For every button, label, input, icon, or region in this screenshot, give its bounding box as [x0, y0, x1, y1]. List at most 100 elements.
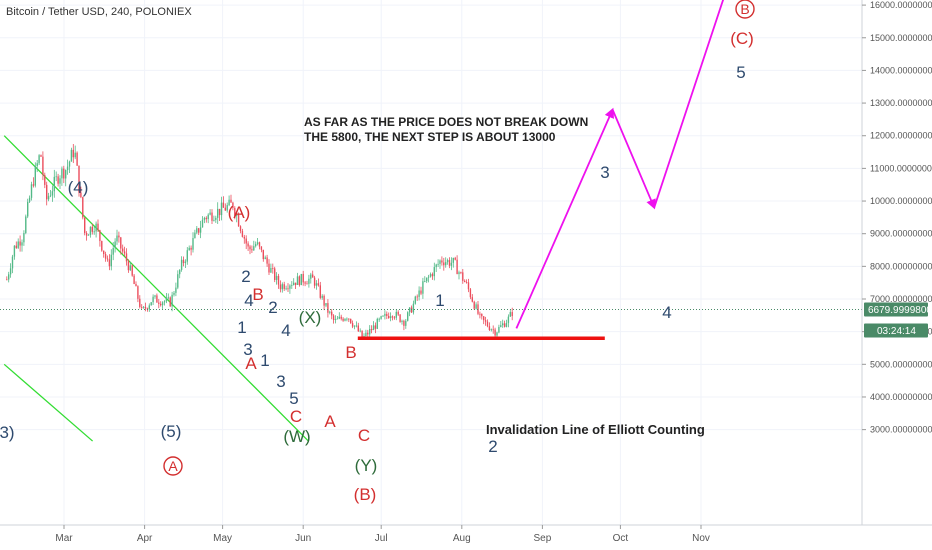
candle-body [205, 217, 207, 220]
last-price-tag: 6679.99998009 [864, 302, 932, 317]
wave-label: 1 [260, 351, 269, 370]
wave-label: A [245, 354, 257, 373]
candle-body [247, 243, 249, 247]
circled-label: B [740, 1, 749, 17]
candle-body [350, 318, 352, 324]
candle-body [505, 322, 508, 327]
candle-body [334, 319, 337, 320]
candle-body [55, 176, 57, 178]
candle-body [264, 257, 266, 260]
candle-body [256, 242, 259, 245]
candle-body [28, 197, 31, 202]
time-tick-label: May [213, 533, 232, 544]
channel-lower-line[interactable] [3, 363, 94, 442]
candle-body [220, 202, 223, 216]
candle-body [355, 325, 358, 327]
candle-body [331, 311, 333, 316]
wave-label: C [358, 426, 370, 445]
projection-segment[interactable] [515, 107, 614, 329]
candle-body [361, 330, 363, 338]
time-tick-label: Mar [55, 533, 73, 544]
candle-body [456, 259, 458, 275]
candle-body [507, 316, 510, 323]
wave-label: (X) [299, 308, 322, 327]
candle-body [97, 223, 99, 231]
candle-body [36, 163, 38, 167]
candle-body [104, 254, 107, 259]
countdown-tag: 03:24:14 [864, 323, 928, 338]
candle-body [464, 280, 466, 283]
price-tick-label: 12000.00000000 [870, 131, 932, 141]
candle-body [285, 288, 287, 290]
candle-body [74, 152, 76, 158]
price-tick-label: 7000.00000000 [870, 294, 932, 304]
candle-body [382, 315, 384, 317]
candle-body [42, 156, 44, 176]
candle-body [471, 297, 473, 302]
projection-segment[interactable] [611, 109, 656, 210]
candle-body [222, 202, 225, 208]
candle-body [306, 283, 308, 285]
candle-body [146, 308, 149, 310]
circled-label-ring [735, 0, 755, 19]
candle-body [251, 249, 253, 251]
candle-body [454, 257, 456, 260]
candle-body [232, 202, 234, 208]
candle-body [152, 296, 154, 303]
price-scale-bg[interactable] [862, 0, 932, 525]
candle-body [448, 260, 451, 266]
candle-body [243, 236, 245, 239]
wave-label: 2 [488, 437, 497, 456]
candle-body [313, 277, 316, 286]
time-scale-ticks: Mar Apr May Jun Jul Aug Sep Oct Nov [55, 525, 710, 544]
candle-body [25, 216, 27, 234]
candle-body [312, 274, 314, 278]
candle-body [289, 285, 291, 289]
candle-body [57, 176, 59, 184]
candle-body [275, 275, 278, 280]
candle-body [336, 318, 339, 320]
wave-label: (A) [228, 203, 251, 222]
projection-arrows[interactable] [515, 0, 732, 329]
candle-body [156, 295, 158, 303]
candle-body [217, 208, 219, 218]
time-tick-label: Jun [295, 533, 311, 544]
candle-body [13, 245, 16, 257]
candle-body [133, 275, 135, 284]
candle-body [110, 254, 112, 267]
candle-body [160, 303, 162, 306]
candle-body [125, 253, 128, 262]
candle-body [82, 197, 84, 218]
candle-body [481, 313, 483, 317]
candle-body [433, 267, 435, 277]
candle-body [70, 149, 73, 162]
candle-body [407, 312, 409, 321]
price-tick-label: 3000.00000000 [870, 425, 932, 435]
candle-body [310, 274, 312, 279]
candle-body [439, 260, 441, 264]
candle-body [213, 219, 215, 221]
candle-body [85, 233, 88, 236]
note-line-1: AS FAR AS THE PRICE DOES NOT BREAK DOWN [304, 115, 588, 129]
projection-segment[interactable] [653, 0, 732, 208]
candle-body [277, 275, 280, 285]
wave-label: (Y) [355, 456, 378, 475]
price-tick-label: 14000.00000000 [870, 65, 932, 75]
candle-body [412, 303, 415, 313]
candle-body [40, 155, 42, 157]
wave-label: C [290, 407, 302, 426]
candle-body [329, 311, 331, 313]
candle-body [137, 286, 139, 299]
candle-body [182, 259, 185, 264]
candle-body [389, 316, 392, 319]
time-scale-bg[interactable] [0, 525, 932, 550]
candle-body [287, 288, 289, 290]
candle-body [465, 282, 468, 283]
candle-body [502, 323, 504, 326]
candle-body [237, 214, 240, 227]
candle-body [8, 274, 10, 280]
candle-body [291, 284, 293, 286]
candle-body [283, 284, 285, 289]
candle-body [118, 235, 120, 238]
